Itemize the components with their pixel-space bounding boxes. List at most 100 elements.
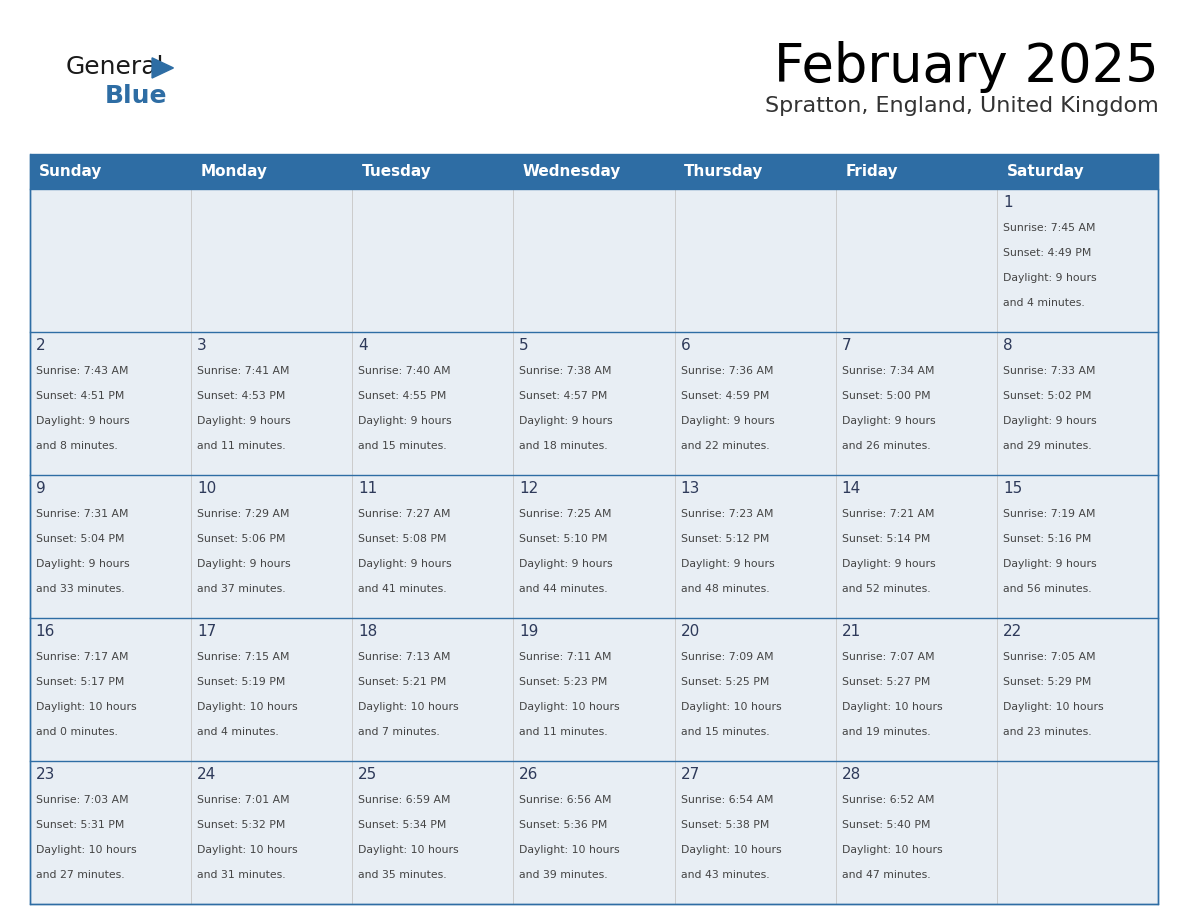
Text: 10: 10 [197, 481, 216, 496]
Text: 19: 19 [519, 623, 538, 639]
Text: Sunset: 5:04 PM: Sunset: 5:04 PM [36, 534, 124, 544]
Text: and 43 minutes.: and 43 minutes. [681, 870, 769, 880]
Text: and 15 minutes.: and 15 minutes. [358, 442, 447, 452]
Text: and 11 minutes.: and 11 minutes. [197, 442, 285, 452]
Text: and 47 minutes.: and 47 minutes. [842, 870, 930, 880]
Text: Sunrise: 6:52 AM: Sunrise: 6:52 AM [842, 795, 934, 805]
Bar [997, 189, 1158, 332]
Text: Daylight: 9 hours: Daylight: 9 hours [519, 559, 613, 569]
Text: 11: 11 [358, 481, 378, 496]
Text: Sunset: 5:25 PM: Sunset: 5:25 PM [681, 677, 769, 688]
Text: Sunset: 5:36 PM: Sunset: 5:36 PM [519, 821, 608, 831]
Text: Sunrise: 7:19 AM: Sunrise: 7:19 AM [1003, 509, 1095, 520]
Bar [675, 332, 836, 476]
Text: Daylight: 10 hours: Daylight: 10 hours [358, 845, 459, 856]
Text: and 8 minutes.: and 8 minutes. [36, 442, 118, 452]
Text: Daylight: 9 hours: Daylight: 9 hours [197, 416, 291, 426]
Text: 27: 27 [681, 767, 700, 782]
Text: Sunset: 5:19 PM: Sunset: 5:19 PM [197, 677, 285, 688]
Text: Sunrise: 6:56 AM: Sunrise: 6:56 AM [519, 795, 612, 805]
Text: Spratton, England, United Kingdom: Spratton, England, United Kingdom [765, 96, 1158, 117]
Text: Sunset: 5:06 PM: Sunset: 5:06 PM [197, 534, 285, 544]
Text: Sunrise: 7:03 AM: Sunrise: 7:03 AM [36, 795, 128, 805]
Bar [513, 476, 675, 618]
Text: and 26 minutes.: and 26 minutes. [842, 442, 930, 452]
Text: Sunrise: 7:29 AM: Sunrise: 7:29 AM [197, 509, 290, 520]
Text: 4: 4 [358, 338, 368, 353]
Bar [675, 761, 836, 904]
Bar [997, 761, 1158, 904]
Bar [30, 154, 1158, 189]
Text: Sunday: Sunday [39, 164, 102, 179]
Text: and 44 minutes.: and 44 minutes. [519, 585, 608, 594]
Text: and 11 minutes.: and 11 minutes. [519, 727, 608, 737]
Text: 1: 1 [1003, 195, 1012, 209]
Text: Daylight: 9 hours: Daylight: 9 hours [519, 416, 613, 426]
Text: 7: 7 [842, 338, 852, 353]
Text: Daylight: 9 hours: Daylight: 9 hours [197, 559, 291, 569]
Text: 16: 16 [36, 623, 55, 639]
Text: Daylight: 9 hours: Daylight: 9 hours [36, 416, 129, 426]
Text: 2: 2 [36, 338, 45, 353]
Text: 24: 24 [197, 767, 216, 782]
Text: Sunrise: 7:33 AM: Sunrise: 7:33 AM [1003, 366, 1095, 376]
Text: Sunrise: 6:59 AM: Sunrise: 6:59 AM [358, 795, 450, 805]
Text: Wednesday: Wednesday [523, 164, 621, 179]
Text: Sunset: 5:14 PM: Sunset: 5:14 PM [842, 534, 930, 544]
Text: Sunset: 5:17 PM: Sunset: 5:17 PM [36, 677, 124, 688]
Bar [191, 189, 352, 332]
Bar [997, 476, 1158, 618]
Bar [836, 761, 997, 904]
Text: Daylight: 9 hours: Daylight: 9 hours [358, 559, 451, 569]
Text: Sunset: 4:59 PM: Sunset: 4:59 PM [681, 391, 769, 401]
Text: and 29 minutes.: and 29 minutes. [1003, 442, 1092, 452]
Bar [513, 189, 675, 332]
Text: Daylight: 9 hours: Daylight: 9 hours [842, 416, 935, 426]
Text: Sunrise: 7:40 AM: Sunrise: 7:40 AM [358, 366, 450, 376]
Text: Sunset: 4:57 PM: Sunset: 4:57 PM [519, 391, 608, 401]
Bar [513, 332, 675, 476]
Text: Thursday: Thursday [684, 164, 764, 179]
Text: Sunrise: 7:34 AM: Sunrise: 7:34 AM [842, 366, 934, 376]
Text: and 4 minutes.: and 4 minutes. [1003, 298, 1085, 308]
Text: Sunset: 5:00 PM: Sunset: 5:00 PM [842, 391, 930, 401]
Text: Daylight: 10 hours: Daylight: 10 hours [842, 702, 942, 712]
Text: Sunrise: 7:31 AM: Sunrise: 7:31 AM [36, 509, 128, 520]
Polygon shape [152, 58, 173, 78]
Text: Daylight: 9 hours: Daylight: 9 hours [842, 559, 935, 569]
Text: Sunrise: 7:23 AM: Sunrise: 7:23 AM [681, 509, 773, 520]
Bar [352, 476, 513, 618]
Text: Sunrise: 7:25 AM: Sunrise: 7:25 AM [519, 509, 612, 520]
Text: Daylight: 9 hours: Daylight: 9 hours [1003, 274, 1097, 284]
Text: Daylight: 10 hours: Daylight: 10 hours [358, 702, 459, 712]
Text: Sunrise: 7:13 AM: Sunrise: 7:13 AM [358, 653, 450, 662]
Bar [191, 332, 352, 476]
Text: Sunrise: 7:45 AM: Sunrise: 7:45 AM [1003, 223, 1095, 233]
Text: Sunset: 5:27 PM: Sunset: 5:27 PM [842, 677, 930, 688]
Text: Sunset: 5:10 PM: Sunset: 5:10 PM [519, 534, 608, 544]
Text: Sunrise: 7:05 AM: Sunrise: 7:05 AM [1003, 653, 1095, 662]
Text: Daylight: 10 hours: Daylight: 10 hours [681, 702, 782, 712]
Text: and 0 minutes.: and 0 minutes. [36, 727, 118, 737]
Text: Daylight: 10 hours: Daylight: 10 hours [842, 845, 942, 856]
Bar [191, 476, 352, 618]
Text: and 4 minutes.: and 4 minutes. [197, 727, 279, 737]
Text: Sunrise: 6:54 AM: Sunrise: 6:54 AM [681, 795, 773, 805]
Text: Daylight: 10 hours: Daylight: 10 hours [519, 702, 620, 712]
Text: and 35 minutes.: and 35 minutes. [358, 870, 447, 880]
Text: Daylight: 9 hours: Daylight: 9 hours [681, 416, 775, 426]
Text: and 37 minutes.: and 37 minutes. [197, 585, 285, 594]
Text: Sunrise: 7:07 AM: Sunrise: 7:07 AM [842, 653, 935, 662]
Text: Sunset: 5:23 PM: Sunset: 5:23 PM [519, 677, 608, 688]
Text: 17: 17 [197, 623, 216, 639]
Text: General: General [65, 55, 164, 79]
Text: 3: 3 [197, 338, 207, 353]
Text: 14: 14 [842, 481, 861, 496]
Text: and 52 minutes.: and 52 minutes. [842, 585, 930, 594]
Bar [352, 761, 513, 904]
Bar [30, 476, 191, 618]
Text: 28: 28 [842, 767, 861, 782]
Bar [191, 761, 352, 904]
Text: February 2025: February 2025 [773, 41, 1158, 94]
Bar [997, 332, 1158, 476]
